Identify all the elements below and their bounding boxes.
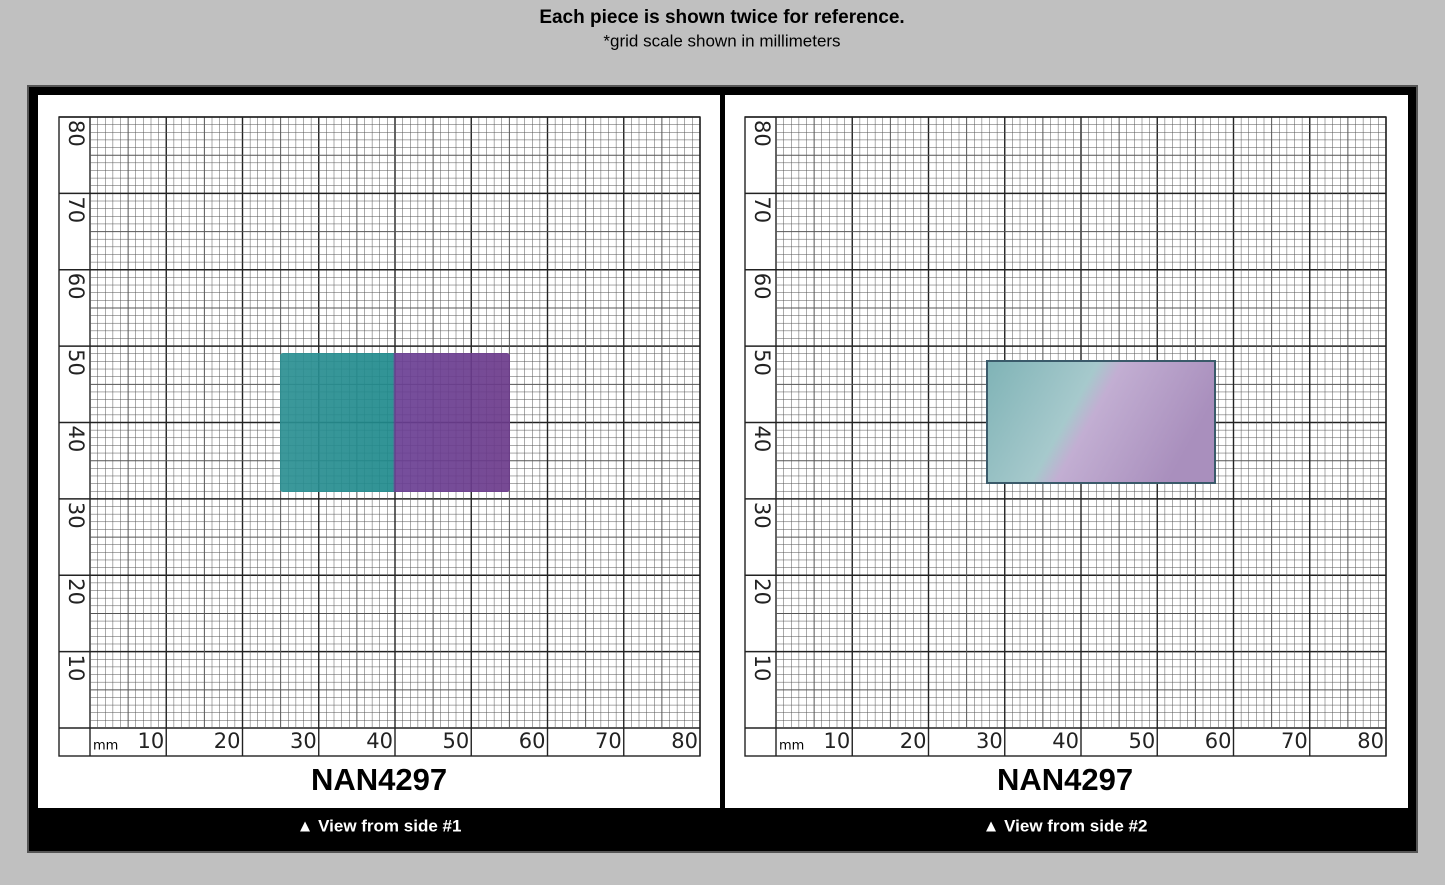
y-label: 40: [64, 426, 88, 453]
x-label: 60: [1205, 729, 1232, 753]
piece-label: NAN4297: [311, 762, 447, 797]
y-label: 70: [64, 196, 88, 223]
caption: ▲ View from side #2: [983, 816, 1148, 835]
y-label: 50: [750, 349, 774, 376]
piece-label: NAN4297: [997, 762, 1133, 797]
y-label: 20: [750, 578, 774, 605]
x-label: 50: [1129, 729, 1156, 753]
grid-border: [58, 116, 701, 757]
x-label: 60: [519, 729, 546, 753]
unit-label: mm: [93, 739, 118, 754]
caption: ▲ View from side #1: [297, 816, 462, 835]
y-label: 80: [750, 120, 774, 147]
x-label: 40: [1052, 729, 1079, 753]
title: Each piece is shown twice for reference.: [539, 7, 904, 28]
x-label: 20: [214, 729, 241, 753]
x-label: 20: [900, 729, 927, 753]
x-label: 80: [671, 729, 698, 753]
y-label: 30: [750, 502, 774, 529]
x-label: 40: [366, 729, 393, 753]
x-label: 70: [1281, 729, 1308, 753]
x-label: 30: [976, 729, 1003, 753]
specimen: [986, 360, 1216, 484]
y-label: 30: [64, 502, 88, 529]
y-label: 10: [64, 655, 88, 682]
y-label: 50: [64, 349, 88, 376]
subtitle: *grid scale shown in millimeters: [603, 31, 840, 50]
y-label: 60: [64, 273, 88, 300]
x-label: 10: [138, 729, 165, 753]
y-label: 60: [750, 273, 774, 300]
y-label: 70: [750, 196, 774, 223]
specimen: [280, 353, 510, 492]
grid-border: [744, 116, 1387, 757]
y-label: 40: [750, 426, 774, 453]
y-label: 80: [64, 120, 88, 147]
grids: mm 10 20 30 40 50 60 70 80 10 20 30 40 50 60 70 80 NAN429…: [58, 116, 1387, 835]
unit-label: mm: [779, 739, 804, 754]
x-label: 30: [290, 729, 317, 753]
y-label: 20: [64, 578, 88, 605]
x-label: 80: [1357, 729, 1384, 753]
x-label: 50: [443, 729, 470, 753]
x-label: 10: [824, 729, 851, 753]
y-label: 10: [750, 655, 774, 682]
x-label: 70: [595, 729, 622, 753]
